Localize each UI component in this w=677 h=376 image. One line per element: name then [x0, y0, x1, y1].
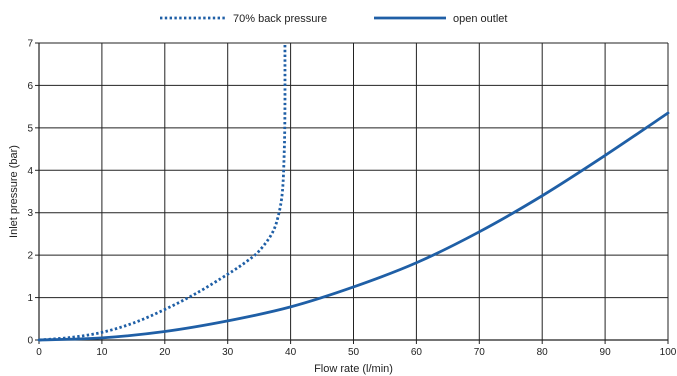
y-tick-label: 0	[27, 336, 33, 347]
x-tick-label: 100	[660, 347, 677, 358]
series-lines	[37, 42, 670, 342]
y-tick-label: 3	[27, 208, 33, 219]
legend-label: 70% back pressure	[233, 13, 327, 25]
x-tick-label: 70	[474, 347, 486, 358]
series-line-back-pressure	[38, 42, 287, 342]
y-tick-label: 6	[27, 81, 33, 92]
y-tick-label: 4	[27, 166, 33, 177]
x-tick-label: 30	[222, 347, 234, 358]
x-tick-label: 20	[159, 347, 171, 358]
axes: 0 10 20 30 40 50 60 70 80 90 100 0 1 2 3 4 5 6 7	[27, 39, 676, 359]
x-axis-title: Flow rate (l/min)	[314, 363, 393, 375]
y-tick-label: 5	[27, 123, 33, 134]
y-axis-title: Inlet pressure (bar)	[8, 145, 20, 238]
x-tick-label: 90	[600, 347, 612, 358]
y-tick-label: 1	[27, 293, 33, 304]
x-tick-label: 80	[537, 347, 549, 358]
x-tick-label: 50	[348, 347, 360, 358]
x-tick-label: 40	[285, 347, 297, 358]
legend: 70% back pressure open outlet	[160, 13, 507, 25]
y-tick-label: 7	[27, 39, 33, 50]
x-tick-label: 0	[36, 347, 42, 358]
legend-label: open outlet	[453, 13, 507, 25]
x-tick-label: 10	[96, 347, 108, 358]
series-line-open-outlet	[37, 111, 670, 342]
grid	[38, 42, 669, 341]
y-tick-label: 2	[27, 251, 33, 262]
x-tick-label: 60	[411, 347, 423, 358]
